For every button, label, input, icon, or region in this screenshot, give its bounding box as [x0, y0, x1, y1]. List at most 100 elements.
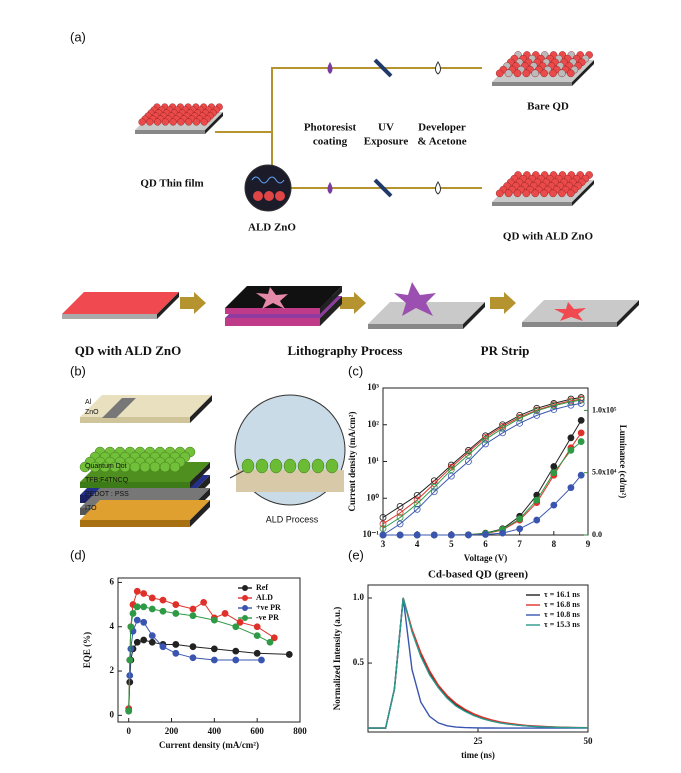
x-tick-label: 600: [250, 726, 264, 736]
ligand: [251, 176, 285, 184]
qd-dot: [566, 69, 575, 78]
layer-label: TFB:F4TNCQ: [85, 477, 129, 484]
y-tick-label: 10⁻¹: [363, 529, 380, 539]
qd-dot: [241, 458, 255, 474]
slab-side: [157, 292, 179, 319]
drop-icon: [327, 182, 333, 194]
qd-dot: [549, 69, 557, 78]
ald-circle: [244, 164, 292, 212]
qd-dot: [522, 189, 531, 198]
x-tick-label: 5: [449, 539, 454, 549]
arrow: [180, 292, 206, 314]
data-point: [499, 529, 506, 537]
step-text: Developer: [418, 122, 466, 134]
y-tick-label: 2: [110, 665, 115, 675]
y-tick-label: 10¹: [367, 456, 379, 466]
star: [256, 287, 288, 309]
series-line: [368, 597, 589, 729]
x-tick-label: 9: [586, 539, 591, 549]
caption: Bare QD: [527, 101, 569, 113]
data-point: [232, 656, 240, 664]
qd-dot: [531, 69, 540, 78]
y-axis-label: EQE (%): [82, 632, 92, 668]
arrow: [490, 292, 516, 314]
data-point: [148, 638, 156, 646]
x-tick-label: 25: [474, 736, 484, 746]
panel-label: (c): [348, 363, 363, 378]
legend-label: τ = 15.3 ns: [544, 620, 580, 629]
slab-top: [80, 395, 212, 417]
data-point: [396, 514, 404, 521]
qd-dot: [540, 69, 548, 78]
legend-label: Ref: [256, 583, 268, 592]
y-tick-label: 6: [110, 576, 115, 586]
slab-front: [368, 324, 463, 329]
qd-dot: [495, 69, 504, 78]
legend-marker: [242, 595, 248, 601]
data-point: [396, 520, 404, 528]
slab-side: [320, 296, 342, 326]
x-tick-label: 800: [293, 726, 307, 736]
data-point: [447, 466, 455, 474]
plot-frame: [117, 577, 301, 723]
data-point: [129, 610, 137, 617]
slab-front: [80, 417, 190, 423]
data-point: [266, 638, 274, 646]
data-point: [430, 531, 438, 539]
data-point: [253, 623, 261, 631]
data-point: [550, 402, 558, 410]
legend-marker: [242, 615, 248, 621]
data-point: [127, 623, 135, 631]
slab-front: [522, 322, 617, 327]
caption: ALD Process: [266, 514, 319, 524]
step-text: & Acetone: [417, 136, 466, 148]
drop-icon: [327, 62, 333, 74]
data-point: [413, 491, 421, 499]
data-point: [133, 603, 141, 611]
step-text: coating: [313, 136, 348, 148]
data-point: [413, 500, 421, 508]
qd-dot: [129, 461, 141, 473]
series-line: [382, 398, 582, 525]
dot: [275, 191, 285, 201]
arrow: [340, 292, 366, 314]
data-point: [577, 429, 585, 437]
data-point: [533, 496, 541, 504]
star: [554, 302, 586, 321]
y-tick-label: 10³: [367, 382, 379, 392]
series-line: [382, 397, 582, 518]
step-text: Photoresist: [304, 122, 357, 134]
star: [394, 282, 436, 316]
slab-front: [80, 482, 190, 488]
qd-dot: [540, 189, 548, 198]
qd-dot: [504, 189, 513, 198]
data-point: [159, 643, 167, 651]
qd-dot: [504, 69, 513, 78]
y2-tick-label: 5.0x10⁴: [592, 468, 617, 477]
data-point: [210, 645, 218, 653]
data-point: [258, 656, 265, 664]
data-point: [413, 505, 421, 513]
slab-side: [190, 462, 210, 488]
slab-front: [80, 520, 190, 527]
data-point: [253, 649, 261, 657]
data-point: [533, 411, 541, 419]
data-point: [379, 514, 387, 521]
data-point: [189, 612, 197, 620]
data-point: [577, 471, 585, 479]
drop-icon: [435, 181, 441, 195]
data-point: [232, 623, 240, 631]
series-line: [368, 597, 588, 729]
slab-front: [62, 314, 157, 319]
data-point: [140, 590, 148, 597]
caption: QD with ALD ZnO: [75, 343, 182, 358]
data-point: [550, 469, 558, 477]
data-point: [465, 458, 472, 465]
process-lines: [215, 67, 482, 189]
qd-dot: [159, 461, 171, 473]
data-point: [236, 618, 244, 626]
y2-tick-label: 0.0: [592, 530, 602, 539]
series-line: [128, 619, 262, 711]
data-point: [133, 638, 141, 646]
